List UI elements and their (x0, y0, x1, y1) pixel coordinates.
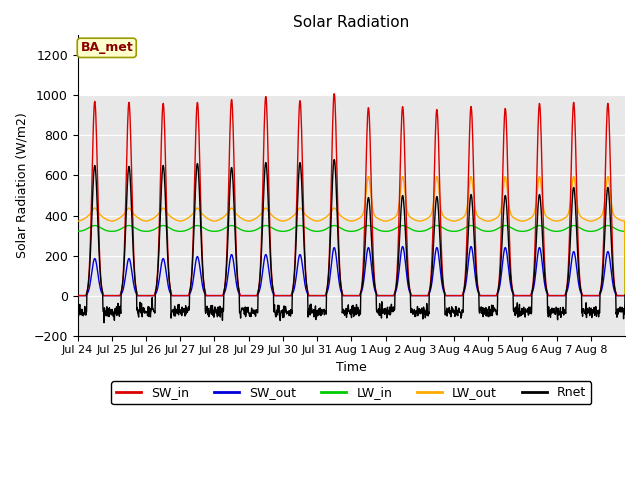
SW_out (467, 244, 475, 250)
Bar (77, 96, 625, 336)
Rnet (74, 307, 81, 312)
LW_out (326, 210, 334, 216)
Line: Rnet: Rnet (77, 160, 625, 323)
Legend: SW_in, SW_out, LW_in, LW_out, Rnet: SW_in, SW_out, LW_in, LW_out, Rnet (111, 382, 591, 405)
LW_out (604, 174, 612, 180)
SW_in (326, 214, 334, 220)
LW_in (614, 227, 622, 233)
SW_out (481, 293, 488, 299)
LW_out (159, 205, 167, 211)
SW_in (337, 285, 345, 290)
LW_out (337, 213, 345, 219)
Rnet (327, 224, 335, 230)
Title: Solar Radiation: Solar Radiation (293, 15, 410, 30)
SW_in (159, 101, 167, 107)
LW_in (327, 224, 335, 229)
SW_in (481, 293, 488, 299)
Line: LW_out: LW_out (77, 177, 625, 296)
LW_out (480, 217, 488, 223)
SW_in (621, 293, 629, 299)
Rnet (621, 292, 629, 298)
Rnet (100, 320, 108, 325)
Line: SW_out: SW_out (77, 247, 625, 296)
LW_in (337, 226, 345, 231)
LW_out (621, 293, 629, 299)
Text: BA_met: BA_met (81, 41, 133, 54)
SW_in (614, 293, 622, 299)
LW_in (561, 227, 568, 232)
SW_out (159, 256, 167, 262)
SW_out (337, 288, 345, 294)
Y-axis label: Solar Radiation (W/m2): Solar Radiation (W/m2) (15, 113, 28, 258)
Line: SW_in: SW_in (77, 94, 625, 296)
SW_in (74, 293, 81, 299)
Rnet (615, 306, 623, 312)
Rnet (561, 309, 569, 314)
Rnet (481, 311, 489, 317)
SW_in (561, 293, 568, 299)
X-axis label: Time: Time (336, 361, 367, 374)
SW_out (614, 293, 622, 299)
LW_in (160, 223, 168, 228)
Rnet (338, 287, 346, 293)
LW_in (621, 293, 629, 299)
Line: LW_in: LW_in (77, 226, 625, 296)
SW_out (326, 270, 334, 276)
LW_in (91, 223, 99, 228)
SW_out (621, 293, 629, 299)
SW_in (330, 91, 338, 96)
SW_out (74, 293, 81, 299)
LW_in (74, 228, 81, 234)
Rnet (330, 157, 338, 163)
LW_out (614, 216, 622, 222)
Rnet (160, 164, 168, 169)
LW_in (481, 228, 488, 234)
SW_out (561, 293, 568, 299)
LW_out (74, 218, 81, 224)
LW_out (561, 216, 568, 221)
